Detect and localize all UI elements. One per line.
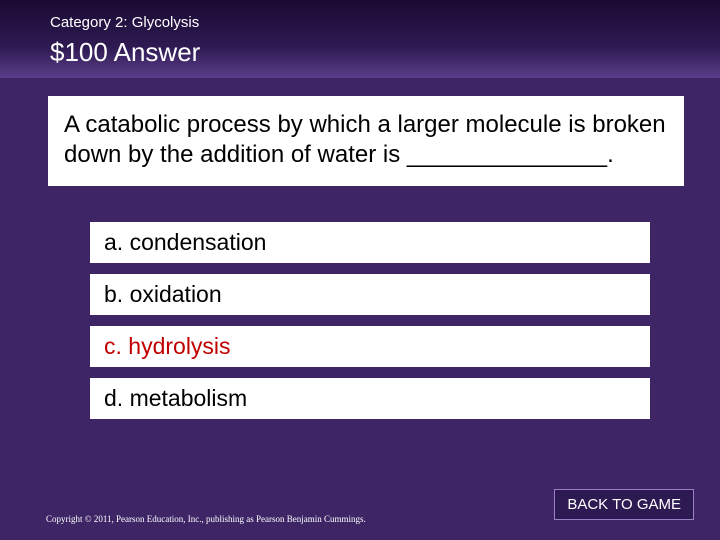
option-d: d. metabolism <box>90 378 650 419</box>
value-answer-label: $100 Answer <box>50 37 670 68</box>
category-label: Category 2: Glycolysis <box>50 14 670 31</box>
question-text: A catabolic process by which a larger mo… <box>64 110 668 170</box>
slide-header: Category 2: Glycolysis $100 Answer <box>0 0 720 78</box>
options-list: a. condensation b. oxidation c. hydrolys… <box>90 222 684 419</box>
question-box: A catabolic process by which a larger mo… <box>48 96 684 186</box>
option-c: c. hydrolysis <box>90 326 650 367</box>
question-area: A catabolic process by which a larger mo… <box>0 96 720 419</box>
copyright-text: Copyright © 2011, Pearson Education, Inc… <box>46 514 366 524</box>
back-to-game-button[interactable]: BACK TO GAME <box>554 489 694 520</box>
option-a: a. condensation <box>90 222 650 263</box>
option-b: b. oxidation <box>90 274 650 315</box>
